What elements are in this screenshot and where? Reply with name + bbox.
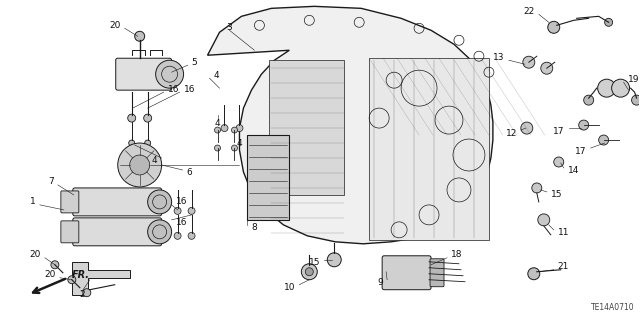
Text: 4: 4: [214, 119, 220, 128]
Text: 2: 2: [79, 290, 84, 299]
Text: 21: 21: [557, 262, 569, 271]
Circle shape: [221, 125, 228, 131]
Text: 15: 15: [308, 258, 320, 267]
Text: 11: 11: [557, 228, 569, 237]
FancyBboxPatch shape: [116, 58, 172, 90]
Circle shape: [532, 183, 542, 193]
Circle shape: [68, 276, 76, 284]
Text: 6: 6: [187, 168, 193, 177]
Text: 20: 20: [109, 21, 121, 30]
Circle shape: [232, 127, 237, 133]
Circle shape: [232, 145, 237, 151]
Circle shape: [605, 18, 612, 26]
Circle shape: [156, 60, 184, 88]
Circle shape: [118, 143, 162, 187]
FancyBboxPatch shape: [430, 259, 444, 287]
Text: 16: 16: [175, 219, 187, 227]
Text: 17: 17: [553, 127, 564, 136]
Circle shape: [174, 207, 181, 214]
Circle shape: [129, 140, 134, 146]
Text: 4: 4: [152, 157, 157, 166]
Circle shape: [188, 207, 195, 214]
Circle shape: [130, 155, 150, 175]
Polygon shape: [248, 135, 289, 220]
FancyBboxPatch shape: [73, 188, 162, 216]
Circle shape: [598, 135, 609, 145]
Circle shape: [236, 125, 243, 131]
Text: 17: 17: [575, 146, 587, 156]
Circle shape: [148, 220, 172, 244]
Text: 15: 15: [551, 190, 563, 199]
Circle shape: [538, 214, 550, 226]
Circle shape: [305, 268, 314, 276]
Text: 9: 9: [378, 278, 383, 287]
FancyBboxPatch shape: [73, 218, 162, 246]
Circle shape: [145, 140, 150, 146]
Text: 10: 10: [284, 283, 295, 292]
FancyBboxPatch shape: [61, 221, 79, 243]
Circle shape: [612, 79, 630, 97]
Polygon shape: [369, 58, 489, 240]
Circle shape: [327, 253, 341, 267]
Circle shape: [83, 289, 91, 297]
Circle shape: [541, 62, 553, 74]
Text: 22: 22: [524, 7, 535, 16]
Circle shape: [214, 145, 221, 151]
Text: FR.: FR.: [72, 270, 90, 280]
Text: 16: 16: [175, 197, 187, 206]
Text: 5: 5: [191, 58, 197, 67]
Polygon shape: [207, 6, 493, 244]
Circle shape: [188, 232, 195, 239]
Text: 19: 19: [628, 75, 639, 84]
Text: 4: 4: [237, 138, 243, 147]
Circle shape: [579, 120, 589, 130]
Polygon shape: [72, 262, 130, 295]
Text: 16: 16: [168, 85, 179, 94]
Text: 8: 8: [252, 223, 257, 232]
Circle shape: [632, 95, 640, 105]
Text: 12: 12: [506, 129, 517, 137]
Circle shape: [598, 79, 616, 97]
Circle shape: [528, 268, 540, 280]
Text: 14: 14: [568, 167, 579, 175]
Text: 1: 1: [30, 197, 36, 206]
Text: 3: 3: [227, 23, 232, 32]
FancyBboxPatch shape: [61, 191, 79, 213]
Circle shape: [301, 264, 317, 280]
Text: 13: 13: [493, 53, 505, 62]
Text: TE14A0710: TE14A0710: [591, 303, 635, 312]
Circle shape: [214, 127, 221, 133]
Circle shape: [148, 190, 172, 214]
Circle shape: [128, 114, 136, 122]
Text: 16: 16: [184, 85, 195, 94]
Circle shape: [134, 31, 145, 41]
Text: 7: 7: [48, 177, 54, 186]
Circle shape: [521, 122, 533, 134]
Polygon shape: [269, 60, 344, 195]
Circle shape: [523, 56, 535, 68]
Circle shape: [548, 21, 560, 33]
Text: 20: 20: [29, 250, 41, 259]
Circle shape: [554, 157, 564, 167]
Text: 4: 4: [214, 71, 219, 80]
Circle shape: [51, 261, 59, 269]
Text: 18: 18: [451, 250, 463, 259]
Circle shape: [143, 114, 152, 122]
Text: 20: 20: [45, 270, 56, 279]
Circle shape: [584, 95, 594, 105]
FancyBboxPatch shape: [382, 256, 431, 290]
Circle shape: [174, 232, 181, 239]
